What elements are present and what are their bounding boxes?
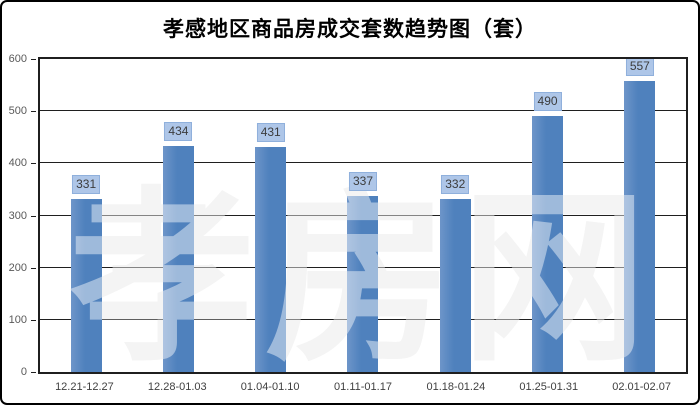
bar-slot [501,59,593,372]
bar-value-label: 337 [348,172,377,192]
y-axis-label: 600 [8,53,27,65]
bar-slot [409,59,501,372]
bar-value-label: 490 [533,92,562,112]
x-axis-label: 02.01-02.07 [612,381,671,393]
y-axis-tick [31,215,36,217]
x-axis-label: 01.04-01.10 [240,381,300,393]
y-axis-label: 500 [8,105,27,118]
x-axis-label: 01.25-01.31 [519,381,579,393]
y-axis-label: 400 [8,157,27,170]
y-axis-label: 100 [8,313,27,326]
bar-slot [317,59,409,372]
value-label-slot: 431 [225,59,317,372]
bar-value-label: 331 [72,175,101,195]
chart-title: 孝感地区商品房成交套数趋势图（套） [163,16,537,41]
bar-slot [594,59,686,372]
value-label-slot: 557 [594,59,686,372]
x-axis-label: 12.28-01.03 [147,381,207,393]
bar [255,147,287,372]
gridline [40,110,686,112]
y-axis-label: 200 [8,261,27,274]
y-axis-tick [31,111,36,113]
bar [624,81,656,372]
value-label-slot: 490 [501,59,593,372]
value-labels-layer: 331 434 431 337 332 490 557 [40,59,686,372]
bar-slot [40,59,132,372]
value-label-slot: 434 [132,59,224,372]
x-axis-label: 01.11-01.17 [334,381,392,393]
gridline [40,162,686,164]
value-label-slot: 331 [40,59,132,372]
bar [439,198,471,372]
y-axis-tick [31,59,36,60]
bar [347,196,379,372]
bar-slot [225,59,317,372]
y-axis-label: 0 [20,366,27,378]
bar [162,145,194,372]
value-label-slot: 332 [409,59,501,372]
bar-value-label: 431 [256,123,285,143]
bar-value-label: 434 [164,121,193,141]
y-axis-tick [31,372,36,373]
y-axis-label: 300 [8,209,27,222]
bar [70,199,102,372]
x-axis-label: 12.21-12.27 [55,381,114,393]
bar-value-label: 557 [625,59,654,77]
value-label-slot: 337 [317,59,409,372]
bar [532,116,564,372]
y-axis-tick [31,319,36,321]
y-axis-tick [31,163,36,165]
bars-layer [40,59,686,372]
y-axis: 0 100 200 300 400 500 600 [2,53,36,378]
y-axis-tick [31,267,36,269]
x-axis: 12.21-12.27 12.28-01.03 01.04-01.10 01.11-0… [38,379,688,397]
x-axis-label: 01.18-01.24 [426,381,486,393]
bar-slot [132,59,224,372]
bar-value-label: 332 [441,174,470,194]
